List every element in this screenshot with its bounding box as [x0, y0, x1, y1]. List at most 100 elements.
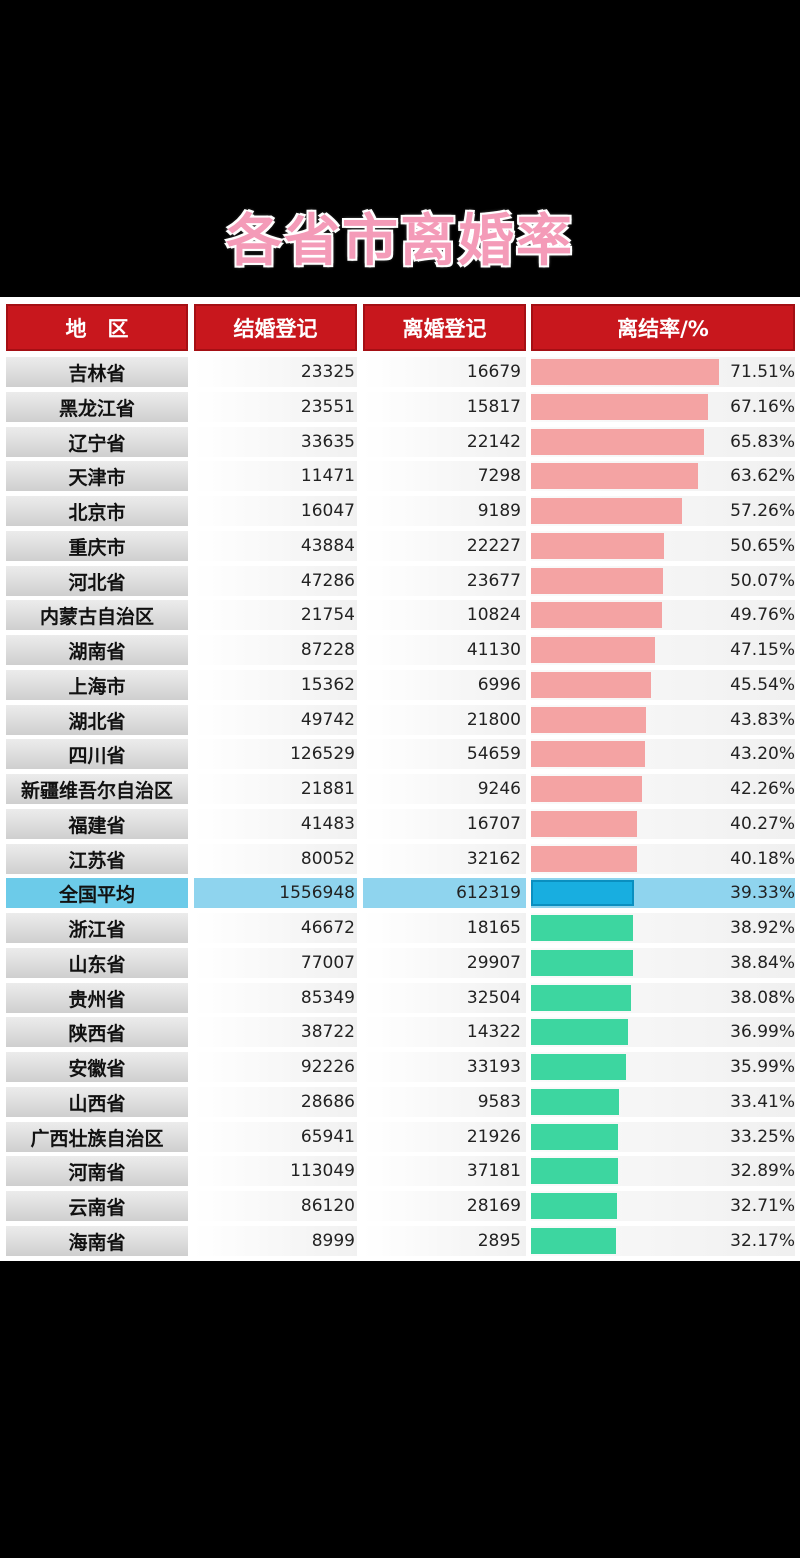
- divorces-cell: 612319: [363, 878, 526, 908]
- rate-bar: [531, 533, 665, 559]
- rate-label: 39.33%: [730, 883, 795, 903]
- rate-label: 32.71%: [730, 1196, 795, 1216]
- rate-cell: 33.41%: [531, 1087, 795, 1117]
- marriages-cell: 1556948: [194, 878, 357, 908]
- rate-bar: [531, 707, 647, 733]
- header-divorces: 离婚登记: [363, 304, 526, 351]
- rate-cell: 43.20%: [531, 739, 795, 769]
- region-cell: 福建省: [6, 809, 188, 839]
- rate-cell: 45.54%: [531, 670, 795, 700]
- rate-cell: 67.16%: [531, 392, 795, 422]
- marriages-cell: 8999: [194, 1226, 357, 1256]
- rate-bar: [531, 463, 699, 489]
- rate-label: 33.41%: [730, 1092, 795, 1112]
- table-row: 新疆维吾尔自治区 21881 9246 42.26%: [0, 774, 800, 804]
- marriages-cell: 16047: [194, 496, 357, 526]
- divorces-cell: 18165: [363, 913, 526, 943]
- region-cell: 浙江省: [6, 913, 188, 943]
- rate-bar: [531, 880, 635, 906]
- divorces-cell: 32162: [363, 844, 526, 874]
- rate-label: 32.89%: [730, 1161, 795, 1181]
- rate-cell: 40.27%: [531, 809, 795, 839]
- divorces-cell: 28169: [363, 1191, 526, 1221]
- region-cell: 内蒙古自治区: [6, 600, 188, 630]
- marriages-cell: 23551: [194, 392, 357, 422]
- rate-bar: [531, 498, 682, 524]
- rate-bar: [531, 985, 632, 1011]
- region-cell: 北京市: [6, 496, 188, 526]
- rate-bar: [531, 1228, 616, 1254]
- rate-label: 71.51%: [730, 362, 795, 382]
- rate-cell: 35.99%: [531, 1052, 795, 1082]
- rate-label: 63.62%: [730, 466, 795, 486]
- table-row: 北京市 16047 9189 57.26%: [0, 496, 800, 526]
- rate-cell: 42.26%: [531, 774, 795, 804]
- divorces-cell: 29907: [363, 948, 526, 978]
- region-cell: 河南省: [6, 1156, 188, 1186]
- rate-cell: 63.62%: [531, 461, 795, 491]
- divorces-cell: 22142: [363, 427, 526, 457]
- table-row: 广西壮族自治区 65941 21926 33.25%: [0, 1122, 800, 1152]
- divorces-cell: 9583: [363, 1087, 526, 1117]
- rate-bar: [531, 359, 719, 385]
- marriages-cell: 113049: [194, 1156, 357, 1186]
- rate-cell: 38.92%: [531, 913, 795, 943]
- rate-label: 36.99%: [730, 1022, 795, 1042]
- rate-cell: 32.71%: [531, 1191, 795, 1221]
- rate-cell: 36.99%: [531, 1017, 795, 1047]
- table-row: 上海市 15362 6996 45.54%: [0, 670, 800, 700]
- table-row: 河北省 47286 23677 50.07%: [0, 566, 800, 596]
- marriages-cell: 86120: [194, 1191, 357, 1221]
- rate-label: 32.17%: [730, 1231, 795, 1251]
- marriages-cell: 47286: [194, 566, 357, 596]
- table-row: 河南省 113049 37181 32.89%: [0, 1156, 800, 1186]
- divorces-cell: 9189: [363, 496, 526, 526]
- rate-label: 49.76%: [730, 605, 795, 625]
- divorces-cell: 37181: [363, 1156, 526, 1186]
- region-cell: 安徽省: [6, 1052, 188, 1082]
- region-cell: 新疆维吾尔自治区: [6, 774, 188, 804]
- header-region: 地 区: [6, 304, 188, 351]
- divorces-cell: 10824: [363, 600, 526, 630]
- marriages-cell: 11471: [194, 461, 357, 491]
- rate-bar: [531, 1054, 626, 1080]
- table-row: 四川省 126529 54659 43.20%: [0, 739, 800, 769]
- table-row: 山东省 77007 29907 38.84%: [0, 948, 800, 978]
- rate-bar: [531, 1193, 617, 1219]
- table-row: 黑龙江省 23551 15817 67.16%: [0, 392, 800, 422]
- region-cell: 全国平均: [6, 878, 188, 908]
- rate-label: 38.84%: [730, 953, 795, 973]
- average-row: 全国平均 1556948 612319 39.33%: [0, 878, 800, 908]
- region-cell: 湖北省: [6, 705, 188, 735]
- page-title: 各省市离婚率: [226, 209, 574, 274]
- divorces-cell: 16679: [363, 357, 526, 387]
- table-row: 安徽省 92226 33193 35.99%: [0, 1052, 800, 1082]
- rate-bar: [531, 394, 708, 420]
- rate-cell: 40.18%: [531, 844, 795, 874]
- rate-label: 45.54%: [730, 675, 795, 695]
- marriages-cell: 38722: [194, 1017, 357, 1047]
- rate-label: 65.83%: [730, 432, 795, 452]
- rate-label: 67.16%: [730, 397, 795, 417]
- rate-bar: [531, 915, 634, 941]
- region-cell: 江苏省: [6, 844, 188, 874]
- divorces-cell: 22227: [363, 531, 526, 561]
- table-row: 浙江省 46672 18165 38.92%: [0, 913, 800, 943]
- divorces-cell: 16707: [363, 809, 526, 839]
- rate-bar: [531, 568, 663, 594]
- rate-label: 42.26%: [730, 779, 795, 799]
- rate-label: 35.99%: [730, 1057, 795, 1077]
- rate-cell: 38.08%: [531, 983, 795, 1013]
- region-cell: 海南省: [6, 1226, 188, 1256]
- rate-label: 33.25%: [730, 1127, 795, 1147]
- rate-bar: [531, 776, 643, 802]
- header-marriages: 结婚登记: [194, 304, 357, 351]
- rate-label: 47.15%: [730, 640, 795, 660]
- table-row: 山西省 28686 9583 33.41%: [0, 1087, 800, 1117]
- rate-label: 50.07%: [730, 571, 795, 591]
- region-cell: 吉林省: [6, 357, 188, 387]
- divorces-cell: 14322: [363, 1017, 526, 1047]
- rate-cell: 65.83%: [531, 427, 795, 457]
- region-cell: 山东省: [6, 948, 188, 978]
- marriages-cell: 15362: [194, 670, 357, 700]
